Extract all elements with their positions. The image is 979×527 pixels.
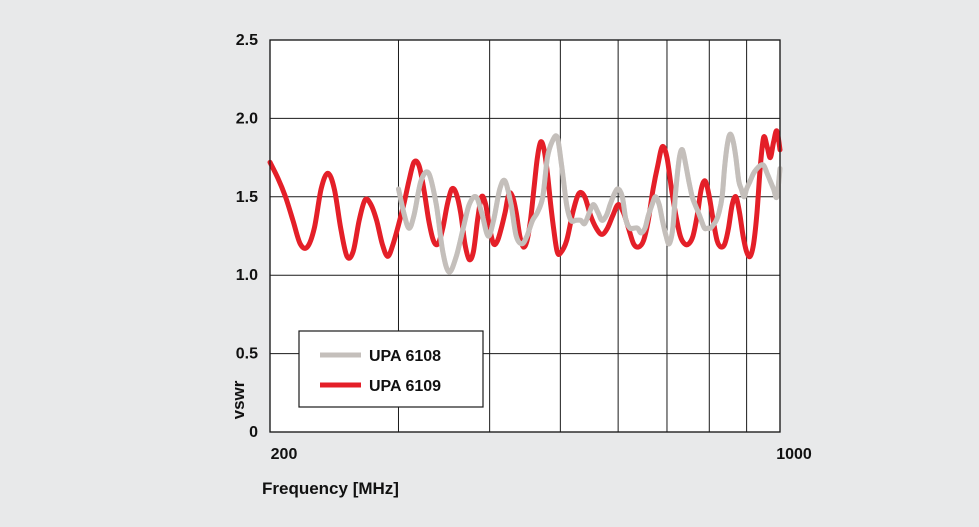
legend-label-upa-6109: UPA 6109	[369, 378, 441, 395]
legend: UPA 6108 UPA 6109	[298, 330, 484, 408]
x-axis-title: Frequency [MHz]	[262, 479, 399, 498]
y-tick-label: 0.5	[236, 346, 258, 363]
x-tick-labels: 200 1000	[271, 446, 812, 463]
y-axis-title: vswr	[229, 380, 248, 419]
y-tick-label: 1.0	[236, 267, 258, 284]
y-tick-label: 1.5	[236, 189, 258, 206]
series-line-upa-6109	[267, 128, 783, 263]
y-tick-label: 2.0	[236, 110, 258, 127]
plot-frame	[269, 39, 781, 433]
y-tick-labels: 0 0.5 1.0 1.5 2.0 2.5	[236, 32, 258, 441]
series-line-upa-6108-overlay	[396, 131, 783, 275]
data-series	[267, 128, 783, 275]
x-tick-label: 200	[271, 446, 298, 463]
legend-box	[298, 330, 484, 408]
y-tick-label: 2.5	[236, 32, 258, 49]
y-tick-label: 0	[249, 424, 258, 441]
legend-label-upa-6108: UPA 6108	[369, 348, 441, 365]
x-tick-label: 1000	[776, 446, 812, 463]
